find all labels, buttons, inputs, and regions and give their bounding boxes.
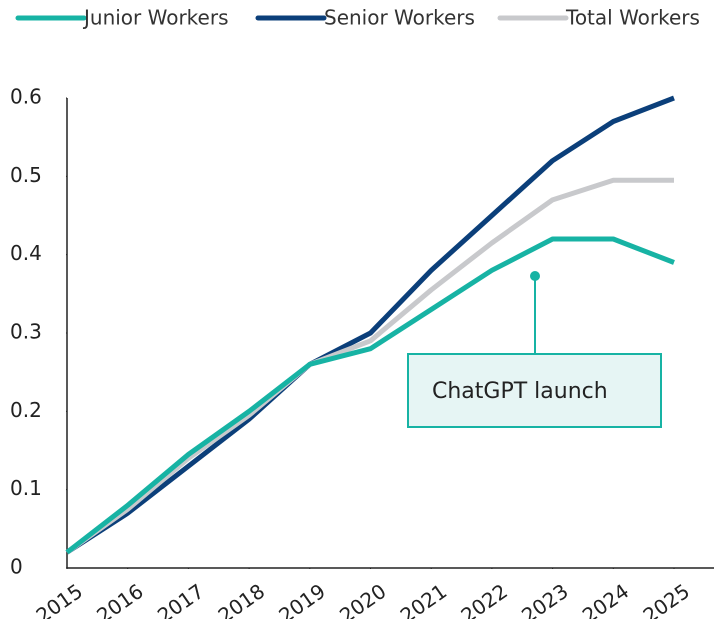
series-line — [65, 95, 675, 555]
x-tick-label: 2021 — [396, 579, 451, 619]
x-tick-label: 2018 — [214, 579, 269, 619]
annotation-box — [407, 353, 662, 428]
x-tick-label: 2016 — [92, 579, 147, 619]
y-tick-label: 0.6 — [10, 85, 42, 109]
x-tick-label: 2025 — [639, 579, 694, 619]
y-tick-label: 0.4 — [10, 241, 42, 265]
annotation-text: ChatGPT launch — [432, 379, 608, 404]
y-tick-label: 0 — [10, 555, 23, 579]
annotation-dot — [530, 271, 540, 281]
x-tick-label: 2023 — [517, 579, 572, 619]
series-line — [65, 236, 675, 555]
legend-label: Total Workers — [565, 6, 700, 30]
legend-label: Senior Workers — [324, 6, 475, 30]
y-tick-label: 0.1 — [10, 476, 42, 500]
series-line — [65, 177, 674, 555]
legend-label: Junior Workers — [82, 6, 229, 30]
y-tick-label: 0.3 — [10, 320, 42, 344]
x-tick-label: 2024 — [578, 579, 633, 619]
x-tick-label: 2017 — [153, 579, 208, 619]
y-tick-label: 0.5 — [10, 163, 42, 187]
x-tick-label: 2020 — [335, 579, 390, 619]
y-tick-label: 0.2 — [10, 398, 42, 422]
x-tick-label: 2022 — [456, 579, 511, 619]
x-tick-label: 2019 — [274, 579, 329, 619]
x-tick-label: 2015 — [32, 579, 87, 619]
